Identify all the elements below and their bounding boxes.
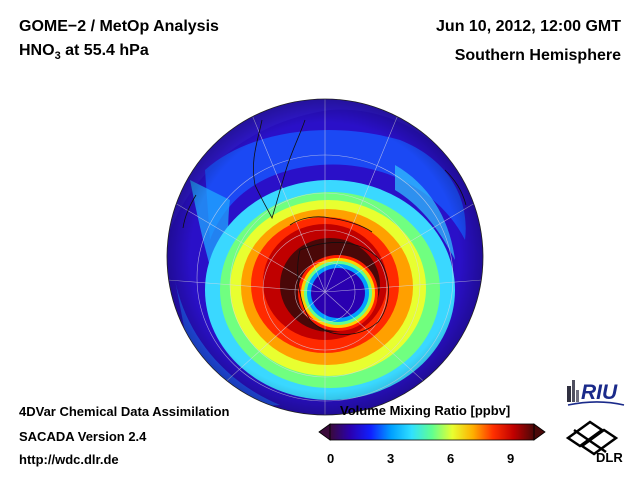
colorbar-gradient (330, 424, 534, 440)
svg-text:DLR: DLR (596, 450, 623, 464)
product-title: GOME−2 / MetOp Analysis (19, 18, 219, 35)
colorbar-min-arrow (318, 423, 331, 441)
colorbar (318, 423, 546, 441)
pressure-level: at 55.4 hPa (60, 42, 149, 59)
dlr-logo: DLR (565, 420, 623, 464)
species-subscript: 3 (54, 50, 61, 63)
globe-outline (166, 98, 484, 416)
colorbar-tick-9: 9 (507, 451, 515, 466)
timestamp: Jun 10, 2012, 12:00 GMT (436, 18, 621, 35)
colorbar-tick-3: 3 (387, 451, 395, 466)
globe-shading (167, 99, 483, 415)
colorbar-tick-0: 0 (327, 451, 335, 466)
svg-text:RIU: RIU (581, 381, 618, 404)
version-label: SACADA Version 2.4 (19, 429, 147, 444)
website-link[interactable]: http://wdc.dlr.de (19, 452, 119, 467)
colorbar-max-arrow (533, 423, 546, 441)
riu-logo: RIU (567, 380, 625, 406)
globe (167, 99, 483, 415)
colorbar-title: Volume Mixing Ratio [ppbv] (340, 403, 511, 418)
species-name: HNO (19, 42, 55, 59)
region-label: Southern Hemisphere (454, 47, 621, 64)
species-level-title: HNO3 at 55.4 hPa (19, 42, 149, 62)
colorbar-tick-6: 6 (447, 451, 455, 466)
colorbar-segments (330, 424, 534, 440)
method-label: 4DVar Chemical Data Assimilation (19, 404, 230, 419)
colorbar-frame (329, 423, 535, 441)
